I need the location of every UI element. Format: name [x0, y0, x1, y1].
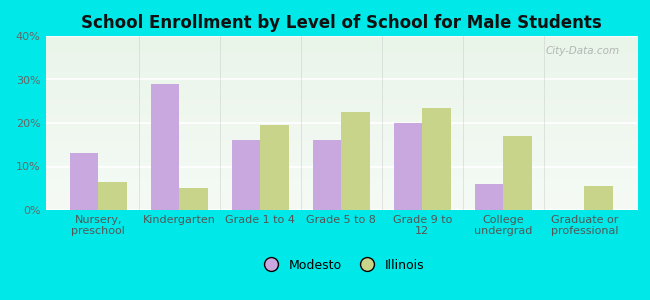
Bar: [232, 140, 260, 210]
Bar: [394, 123, 422, 210]
Bar: [584, 186, 613, 210]
Bar: [313, 140, 341, 210]
Legend: Modesto, Illinois: Modesto, Illinois: [254, 254, 429, 277]
Bar: [179, 188, 207, 210]
Bar: [98, 182, 127, 210]
Title: School Enrollment by Level of School for Male Students: School Enrollment by Level of School for…: [81, 14, 602, 32]
Bar: [70, 154, 98, 210]
Text: City-Data.com: City-Data.com: [545, 46, 619, 56]
Bar: [341, 112, 370, 210]
Bar: [422, 108, 450, 210]
Bar: [260, 125, 289, 210]
Bar: [151, 84, 179, 210]
Bar: [503, 136, 532, 210]
Bar: [475, 184, 503, 210]
